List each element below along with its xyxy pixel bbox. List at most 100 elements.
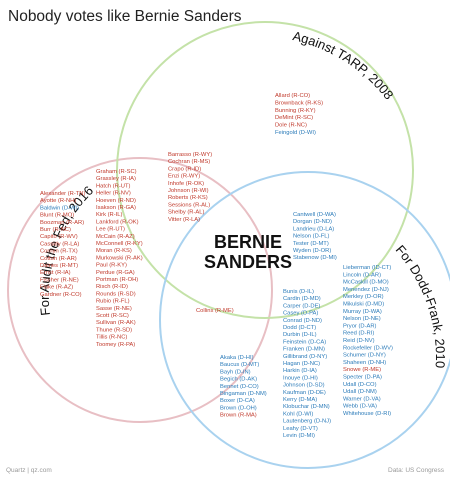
- senator-name: Lieberman (ID-CT): [343, 265, 391, 271]
- senator-name: Snowe (R-ME): [343, 367, 381, 373]
- senator-name: Cornyn (R-TX): [40, 249, 78, 255]
- senator-name: Wyden (D-OR): [293, 248, 331, 254]
- senator-name: Allard (R-CO): [275, 93, 310, 99]
- senator-name: Gardner (R-CO): [40, 292, 82, 298]
- senator-name: Roberts (R-KS): [168, 195, 208, 201]
- senator-name: Rockefeller (D-WV): [343, 345, 393, 351]
- senator-name: Cochran (R-MS): [168, 159, 210, 165]
- senator-name: Sullivan (R-AK): [96, 320, 136, 326]
- senator-name: Cantwell (D-WA): [293, 212, 336, 218]
- bernie-label-line2: SANDERS: [204, 252, 292, 272]
- senator-name: Dole (R-NC): [275, 123, 307, 129]
- senator-name: Levin (D-MI): [283, 433, 315, 439]
- senator-name: Brownback (R-KS): [275, 100, 323, 106]
- senator-name: Udall (D-CO): [343, 382, 377, 388]
- senator-name: Blunt (R-MO): [40, 213, 74, 219]
- senator-name: Cassidy (R-LA): [40, 241, 79, 247]
- senator-name: Webb (D-VA): [343, 404, 377, 410]
- audit-the-fed-circle: [7, 157, 273, 423]
- senator-name: Tillis (R-NC): [96, 335, 127, 341]
- senator-name: Heller (R-NV): [96, 191, 131, 197]
- senator-name: Sessions (R-AL): [168, 202, 210, 208]
- senator-name: Scott (R-SC): [96, 313, 129, 319]
- senator-name: Kohl (D-WI): [283, 411, 313, 417]
- senator-name: Akaka (D-HI): [220, 355, 254, 361]
- against-tarp-circle: [116, 21, 414, 319]
- senator-name: Nelson (D-FL): [293, 234, 329, 240]
- senator-name: Casey (D-PA): [283, 311, 318, 317]
- senator-name: Burr (R-NC): [40, 227, 71, 233]
- senator-name: Specter (D-PA): [343, 375, 382, 381]
- senator-name: Feingold (D-WI): [275, 130, 316, 136]
- senator-name: Daines (R-MT): [40, 263, 78, 269]
- senator-name: Baldwin (D-WI): [40, 205, 79, 211]
- senator-name: Reed (D-RI): [343, 331, 374, 337]
- senator-name: Capito (R-WV): [40, 234, 78, 240]
- senator-name: Harkin (D-IA): [283, 368, 317, 374]
- footer-source: Data: US Congress: [388, 467, 444, 474]
- senator-name: Hagan (D-NC): [283, 361, 320, 367]
- senator-name: Sasse (R-NE): [96, 306, 132, 312]
- senator-name: Inouye (D-HI): [283, 375, 318, 381]
- senator-name: Klobuchar (D-MN): [283, 404, 330, 410]
- senator-name: Feinstein (D-CA): [283, 339, 326, 345]
- senator-name: Merkley (D-OR): [343, 294, 384, 300]
- senator-name: Shaheen (D-NH): [343, 360, 386, 366]
- senator-name: Portman (R-OH): [96, 277, 138, 283]
- senator-name: Toomey (R-PA): [96, 342, 135, 348]
- senator-name: Bingaman (D-NM): [220, 391, 267, 397]
- senator-name: McConnell (R-KY): [96, 241, 143, 247]
- senator-name: Cardin (D-MD): [283, 296, 321, 302]
- senator-name: Menendez (D-NJ): [343, 287, 389, 293]
- senator-name: Begich (D-AK): [220, 377, 257, 383]
- senator-name: DeMint (R-SC): [275, 115, 313, 121]
- senator-name: Dorgan (D-ND): [293, 219, 332, 225]
- senator-name: Schumer (D-NY): [343, 353, 386, 359]
- senator-name: Bennet (D-CO): [220, 384, 259, 390]
- senator-name: Grassley (R-IA): [96, 176, 136, 182]
- senator-name: Moran (R-KS): [96, 248, 132, 254]
- senator-name: Rounds (R-SD): [96, 291, 136, 297]
- senator-name: McCain (R-AZ): [96, 234, 135, 240]
- senator-name: Graham (R-SC): [96, 169, 137, 175]
- senator-name: Rubio (R-FL): [96, 299, 130, 305]
- senator-name: Lautenberg (D-NJ): [283, 419, 331, 425]
- senator-name: Lincoln (D-AR): [343, 272, 381, 278]
- senator-name: Perdue (R-GA): [96, 270, 135, 276]
- senator-name: Boozman (R-AR): [40, 220, 84, 226]
- senator-name: Risch (R-ID): [96, 284, 128, 290]
- senator-name: Bunis (D-IL): [283, 289, 314, 295]
- senator-name: Crapo (R-ID): [168, 166, 201, 172]
- dodd-frank-circle: [159, 171, 450, 469]
- senator-name: Pryor (D-AR): [343, 323, 377, 329]
- senator-name: Bunning (R-KY): [275, 108, 316, 114]
- senator-name: Murray (D-WA): [343, 309, 382, 315]
- senator-name: Inhofe (R-OK): [168, 181, 204, 187]
- senator-name: Ayotte (R-NH): [40, 198, 76, 204]
- senator-name: Vitter (R-LA): [168, 217, 200, 223]
- senator-name: Cotton (R-AR): [40, 256, 77, 262]
- senator-name: Paul (R-KY): [96, 263, 127, 269]
- senator-name: Murkowski (R-AK): [96, 255, 143, 261]
- senator-name: Kaufman (D-DE): [283, 390, 326, 396]
- senator-name: Franken (D-MN): [283, 347, 325, 353]
- dodd-frank-label: For Dodd-Frank, 2010: [393, 242, 448, 368]
- senator-name: Baucus (D-MT): [220, 362, 259, 368]
- senator-name: Alexander (R-TN): [40, 191, 85, 197]
- senator-name: Stabenow (D-MI): [293, 255, 337, 261]
- senator-name: Carper (D-DE): [283, 303, 320, 309]
- senator-name: Collins (R-ME): [196, 308, 234, 314]
- senator-name: Isakson (R-GA): [96, 205, 136, 211]
- senator-name: Dodd (D-CT): [283, 325, 316, 331]
- senator-name: Durbin (D-IL): [283, 332, 317, 338]
- senator-name: Fischer (R-NE): [40, 277, 79, 283]
- senator-name: Conrad (D-ND): [283, 318, 322, 324]
- senator-name: Ernst (R-IA): [40, 270, 71, 276]
- footer-credit: Quartz | qz.com: [6, 467, 52, 474]
- senator-name: Leahy (D-VT): [283, 426, 318, 432]
- senator-name: Hoeven (R-ND): [96, 198, 136, 204]
- senator-name: Udall (D-NM): [343, 389, 377, 395]
- senator-name: Whitehouse (D-RI): [343, 411, 391, 417]
- against-tarp-label: Against TARP, 2008: [291, 28, 396, 102]
